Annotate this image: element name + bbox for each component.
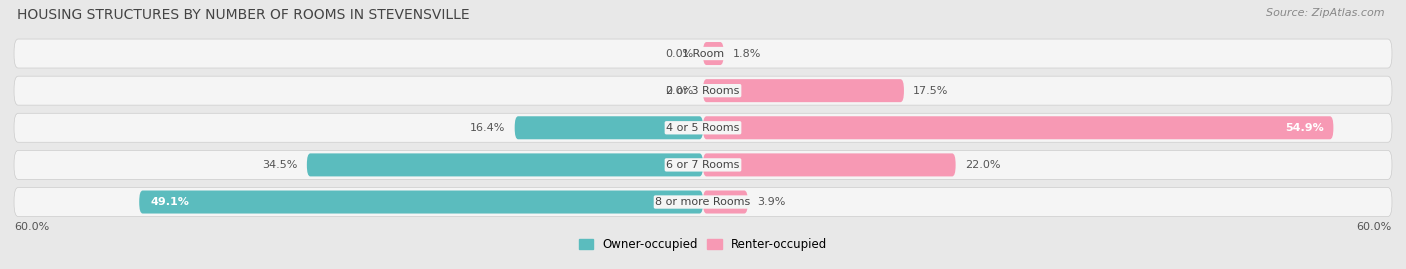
Text: 60.0%: 60.0%: [1357, 222, 1392, 232]
Text: 16.4%: 16.4%: [470, 123, 506, 133]
FancyBboxPatch shape: [703, 153, 956, 176]
Text: 22.0%: 22.0%: [965, 160, 1000, 170]
Legend: Owner-occupied, Renter-occupied: Owner-occupied, Renter-occupied: [574, 233, 832, 256]
FancyBboxPatch shape: [307, 153, 703, 176]
Text: 17.5%: 17.5%: [912, 86, 949, 96]
FancyBboxPatch shape: [14, 39, 1392, 68]
Text: 34.5%: 34.5%: [263, 160, 298, 170]
Text: 2 or 3 Rooms: 2 or 3 Rooms: [666, 86, 740, 96]
FancyBboxPatch shape: [14, 150, 1392, 179]
Text: 0.0%: 0.0%: [665, 86, 693, 96]
Text: HOUSING STRUCTURES BY NUMBER OF ROOMS IN STEVENSVILLE: HOUSING STRUCTURES BY NUMBER OF ROOMS IN…: [17, 8, 470, 22]
FancyBboxPatch shape: [703, 42, 724, 65]
Text: 0.0%: 0.0%: [665, 48, 693, 59]
FancyBboxPatch shape: [14, 113, 1392, 142]
Text: 1.8%: 1.8%: [733, 48, 761, 59]
Text: 4 or 5 Rooms: 4 or 5 Rooms: [666, 123, 740, 133]
Text: 3.9%: 3.9%: [756, 197, 786, 207]
FancyBboxPatch shape: [515, 116, 703, 139]
FancyBboxPatch shape: [14, 187, 1392, 217]
FancyBboxPatch shape: [139, 190, 703, 214]
FancyBboxPatch shape: [14, 76, 1392, 105]
Text: 1 Room: 1 Room: [682, 48, 724, 59]
Text: 49.1%: 49.1%: [150, 197, 190, 207]
Text: 6 or 7 Rooms: 6 or 7 Rooms: [666, 160, 740, 170]
FancyBboxPatch shape: [703, 79, 904, 102]
Text: Source: ZipAtlas.com: Source: ZipAtlas.com: [1267, 8, 1385, 18]
FancyBboxPatch shape: [703, 190, 748, 214]
FancyBboxPatch shape: [703, 116, 1333, 139]
Text: 54.9%: 54.9%: [1285, 123, 1324, 133]
Text: 60.0%: 60.0%: [14, 222, 49, 232]
Text: 8 or more Rooms: 8 or more Rooms: [655, 197, 751, 207]
